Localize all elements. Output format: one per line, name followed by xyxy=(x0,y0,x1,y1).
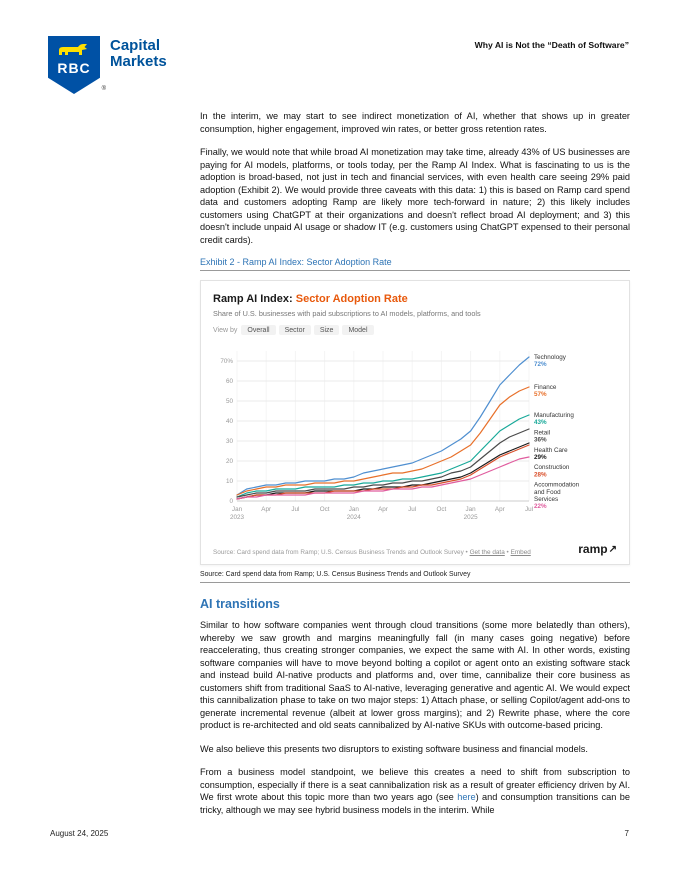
viewby-tab-overall: Overall xyxy=(241,325,276,336)
svg-text:60: 60 xyxy=(226,378,234,385)
svg-text:28%: 28% xyxy=(534,472,547,479)
svg-text:10: 10 xyxy=(226,478,234,485)
chart-title-prefix: Ramp AI Index: xyxy=(213,293,293,306)
svg-text:Finance: Finance xyxy=(534,384,557,391)
svg-text:22%: 22% xyxy=(534,503,547,510)
svg-text:Manufacturing: Manufacturing xyxy=(534,412,574,419)
svg-text:70%: 70% xyxy=(220,358,233,365)
svg-text:50: 50 xyxy=(226,398,234,405)
svg-text:Jan: Jan xyxy=(232,506,243,513)
svg-text:Oct: Oct xyxy=(437,506,447,513)
svg-text:Jul: Jul xyxy=(291,506,299,513)
svg-text:Jan: Jan xyxy=(349,506,360,513)
svg-text:Accommodation: Accommodation xyxy=(534,482,580,489)
registered-trademark: ® xyxy=(101,86,106,92)
chart-title-highlight: Sector Adoption Rate xyxy=(295,293,408,306)
chart-source-link-get-the-data: Get the data xyxy=(469,549,505,557)
paragraph-transitions: Similar to how software companies went t… xyxy=(200,620,630,731)
source-separator: • xyxy=(504,549,511,557)
viewby-tab-sector: Sector xyxy=(278,325,311,336)
section-heading: AI transitions xyxy=(200,597,280,612)
chart-subtitle: Share of U.S. businesses with paid subsc… xyxy=(213,309,481,319)
chart-source-row: Source: Card spend data from Ramp; U.S. … xyxy=(213,549,531,556)
svg-text:and Food: and Food xyxy=(534,489,561,496)
rbc-logo-text: RBC xyxy=(57,60,91,76)
svg-text:Oct: Oct xyxy=(320,506,330,513)
svg-text:Apr: Apr xyxy=(495,506,505,513)
paragraph-interim: In the interim, we may start to see indi… xyxy=(200,111,630,134)
svg-text:40: 40 xyxy=(226,418,234,425)
exhibit-bottom-rule xyxy=(200,582,630,584)
svg-text:0: 0 xyxy=(229,498,233,505)
svg-text:Health Care: Health Care xyxy=(534,447,568,454)
svg-text:43%: 43% xyxy=(534,419,547,426)
document-title: Why AI is Not the “Death of Software” xyxy=(474,40,629,50)
svg-text:2024: 2024 xyxy=(347,514,362,521)
chart-footer: Source: Card spend data from Ramp; U.S. … xyxy=(213,542,617,556)
ramp-logo: ramp ↗ xyxy=(578,542,617,556)
viewby-tab-model: Model xyxy=(342,325,374,336)
brand-name: Capital Markets xyxy=(110,36,167,70)
svg-text:Technology: Technology xyxy=(534,354,567,361)
paragraph-business-model-post: ) and consumption transitions can be tri… xyxy=(200,792,630,815)
exhibit-top-rule xyxy=(200,270,630,272)
brand-name-line2: Markets xyxy=(110,53,167,71)
paragraph-disruptors: We also believe this presents two disrup… xyxy=(200,743,588,754)
footer-date: August 24, 2025 xyxy=(50,829,109,838)
svg-text:36%: 36% xyxy=(534,437,547,444)
chart-source-link-embed: Embed xyxy=(510,549,531,557)
svg-text:Apr: Apr xyxy=(378,506,388,513)
svg-text:Retail: Retail xyxy=(534,430,550,437)
rbc-lion-icon xyxy=(59,44,87,55)
exhibit-caption: Exhibit 2 - Ramp AI Index: Sector Adopti… xyxy=(200,257,392,268)
view-by-label: View by xyxy=(213,326,238,334)
svg-text:Jul: Jul xyxy=(408,506,416,513)
adoption-line-chart: 70% 60 50 40 30 20 10 0 Jan 2023 Apr Jul Oct Jan 2024 A… xyxy=(213,343,617,540)
svg-text:20: 20 xyxy=(226,458,234,465)
exhibit-source-note: Source: Card spend data from Ramp; U.S. … xyxy=(200,571,471,579)
footer-page-number: 7 xyxy=(624,829,629,838)
paragraph-ramp-index: Finally, we would note that while broad … xyxy=(200,147,630,245)
view-by-row: View by Overall Sector Size Model xyxy=(213,325,617,336)
main-column: In the interim, we may start to see indi… xyxy=(200,110,630,827)
svg-text:Jan: Jan xyxy=(466,506,477,513)
rbc-logo: RBC ® Capital Markets xyxy=(48,36,167,94)
view-by-tabs: Overall Sector Size Model xyxy=(241,325,374,336)
svg-text:Services: Services xyxy=(534,496,558,503)
svg-text:Construction: Construction xyxy=(534,464,570,471)
rbc-shield: RBC xyxy=(48,36,100,94)
rbc-shield-logo: RBC ® xyxy=(48,36,106,94)
brand-name-line1: Capital xyxy=(110,37,161,54)
svg-text:29%: 29% xyxy=(534,454,547,461)
here-link[interactable]: here xyxy=(457,792,476,803)
chart-source-text: Source: Card spend data from Ramp; U.S. … xyxy=(213,549,464,557)
svg-text:2025: 2025 xyxy=(464,514,479,521)
svg-text:72%: 72% xyxy=(534,361,547,368)
svg-text:57%: 57% xyxy=(534,391,547,398)
source-separator: • xyxy=(463,549,470,557)
paragraph-business-model: From a business model standpoint, we bel… xyxy=(200,766,630,816)
viewby-tab-size: Size xyxy=(313,325,340,336)
chart-title: Ramp AI Index: Sector Adoption Rate xyxy=(213,293,617,305)
svg-text:Jul: Jul xyxy=(525,506,533,513)
exhibit-chart-card: Ramp AI Index: Sector Adoption Rate Shar… xyxy=(200,280,630,566)
svg-text:30: 30 xyxy=(226,438,234,445)
svg-text:2023: 2023 xyxy=(230,514,245,521)
svg-text:Apr: Apr xyxy=(261,506,271,513)
paragraph-business-model-pre: From a business model standpoint, we bel… xyxy=(200,767,630,803)
ramp-arrow-icon: ↗ xyxy=(608,543,617,555)
ramp-logo-text: ramp xyxy=(578,542,608,557)
